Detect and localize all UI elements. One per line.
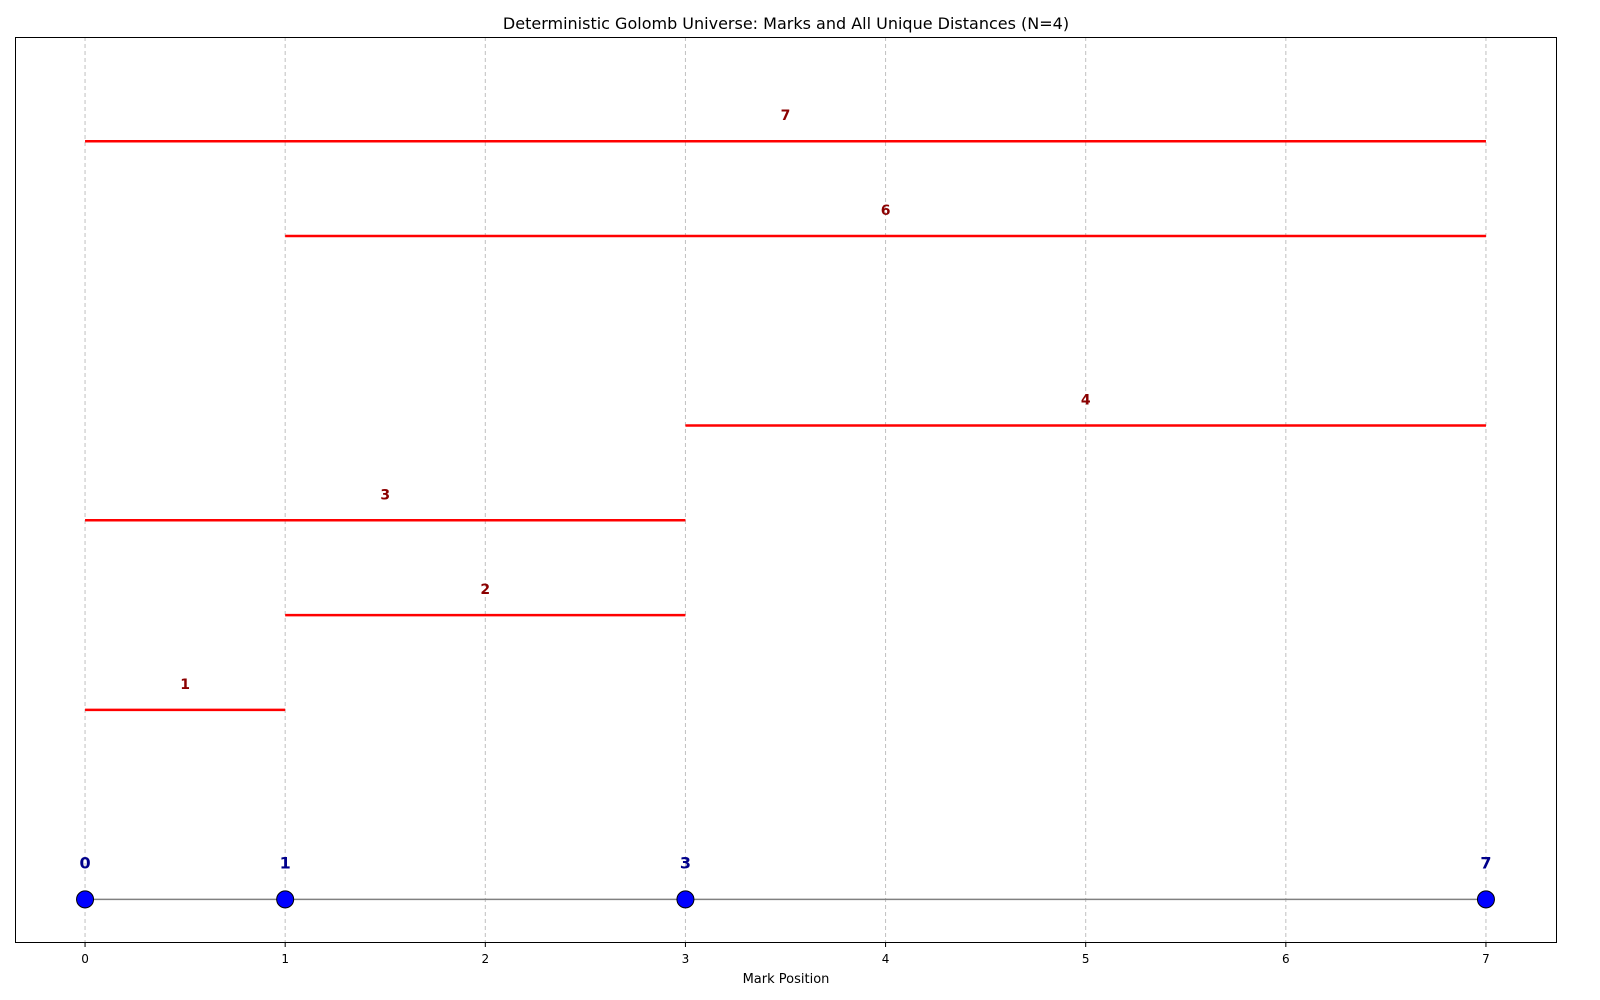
- distance-label-3: 3: [380, 487, 390, 503]
- x-axis-ticks: 0 1 2 3 4 5 6 7: [81, 942, 1490, 966]
- x-tick-label-2: 2: [481, 952, 489, 966]
- x-tick-label-4: 4: [882, 952, 890, 966]
- grid-layer: [84, 37, 1487, 942]
- x-tick-label-5: 5: [1082, 952, 1090, 966]
- distance-layer: 1 2 3 4 6 7: [85, 108, 1486, 712]
- distance-label-4: 4: [1081, 393, 1091, 409]
- mark-label-3: 3: [680, 853, 691, 872]
- x-tick-label-1: 1: [281, 952, 289, 966]
- chart-title: Deterministic Golomb Universe: Marks and…: [503, 14, 1069, 33]
- mark-label-0: 0: [79, 853, 90, 872]
- x-tick-label-0: 0: [81, 952, 89, 966]
- distance-label-1: 1: [180, 677, 190, 693]
- mark-point-7: [1476, 890, 1495, 909]
- x-axis-label: Mark Position: [743, 972, 830, 987]
- mark-point-1: [276, 890, 295, 909]
- distance-label-7: 7: [781, 108, 791, 124]
- marks-layer: 0 1 3 7: [76, 853, 1495, 909]
- mark-label-1: 1: [280, 853, 291, 872]
- mark-label-7: 7: [1480, 853, 1491, 872]
- mark-point-0: [76, 890, 95, 909]
- mark-point-3: [676, 890, 695, 909]
- x-tick-label-3: 3: [682, 952, 690, 966]
- distance-label-6: 6: [881, 203, 891, 219]
- x-tick-label-6: 6: [1282, 952, 1290, 966]
- plot-frame: [15, 37, 1557, 943]
- distance-label-2: 2: [480, 582, 490, 598]
- x-tick-label-7: 7: [1482, 952, 1490, 966]
